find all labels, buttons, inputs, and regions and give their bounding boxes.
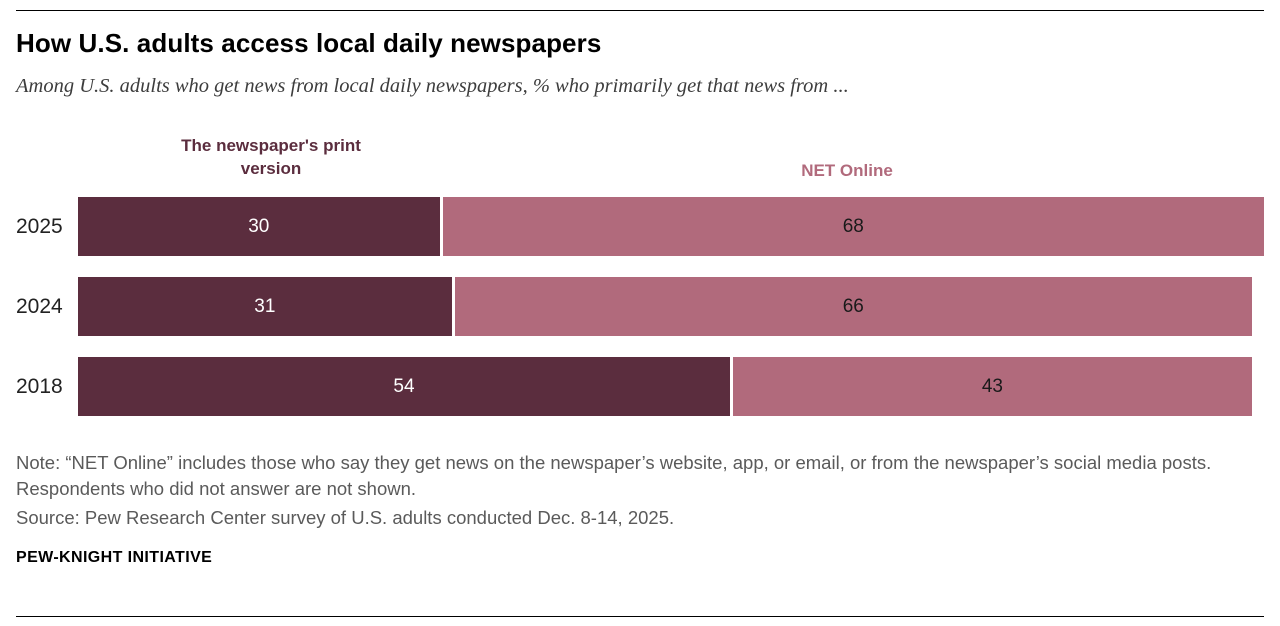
bar-value-label: 54 bbox=[393, 375, 415, 397]
chart-legend: The newspaper's print version NET Online bbox=[16, 104, 1264, 197]
bar-value-label: 31 bbox=[254, 295, 276, 317]
legend-label-print-version: The newspaper's print version bbox=[181, 136, 361, 179]
page-title: How U.S. adults access local daily newsp… bbox=[16, 28, 602, 58]
bar-value-label: 43 bbox=[981, 375, 1003, 397]
bar-segment-print: 54 bbox=[78, 357, 730, 416]
bar-value-label: 68 bbox=[842, 215, 864, 237]
year-label: 2025 bbox=[16, 214, 63, 238]
bar-segment-online: 43 bbox=[733, 357, 1252, 416]
bar-value-label: 66 bbox=[842, 295, 864, 317]
year-label: 2024 bbox=[16, 294, 63, 318]
bar-row-2025: 2025 30 68 bbox=[16, 197, 1264, 256]
top-divider bbox=[16, 10, 1264, 11]
chart-subtitle: Among U.S. adults who get news from loca… bbox=[16, 75, 849, 97]
bar-rows: 2025 30 68 2024 31 66 2018 54 43 bbox=[16, 197, 1264, 416]
bar-track: 31 66 bbox=[78, 277, 1264, 336]
legend-label-net-online: NET Online bbox=[801, 161, 893, 180]
bar-segment-online: 66 bbox=[454, 277, 1252, 336]
year-label: 2018 bbox=[16, 374, 63, 398]
bar-track: 54 43 bbox=[78, 357, 1264, 416]
brand-label: PEW-KNIGHT INITIATIVE bbox=[16, 548, 213, 566]
bar-track: 30 68 bbox=[78, 197, 1264, 256]
bar-row-2024: 2024 31 66 bbox=[16, 277, 1264, 336]
bar-segment-print: 30 bbox=[78, 197, 440, 256]
bar-segment-online: 68 bbox=[442, 197, 1264, 256]
source-text: Source: Pew Research Center survey of U.… bbox=[16, 506, 675, 528]
bottom-divider bbox=[16, 616, 1264, 617]
bar-row-2018: 2018 54 43 bbox=[16, 357, 1264, 416]
note-text: Note: “NET Online” includes those who sa… bbox=[16, 452, 1212, 500]
stacked-bar-chart: The newspaper's print version NET Online… bbox=[16, 104, 1264, 416]
bar-value-label: 30 bbox=[248, 215, 270, 237]
bar-segment-print: 31 bbox=[78, 277, 452, 336]
